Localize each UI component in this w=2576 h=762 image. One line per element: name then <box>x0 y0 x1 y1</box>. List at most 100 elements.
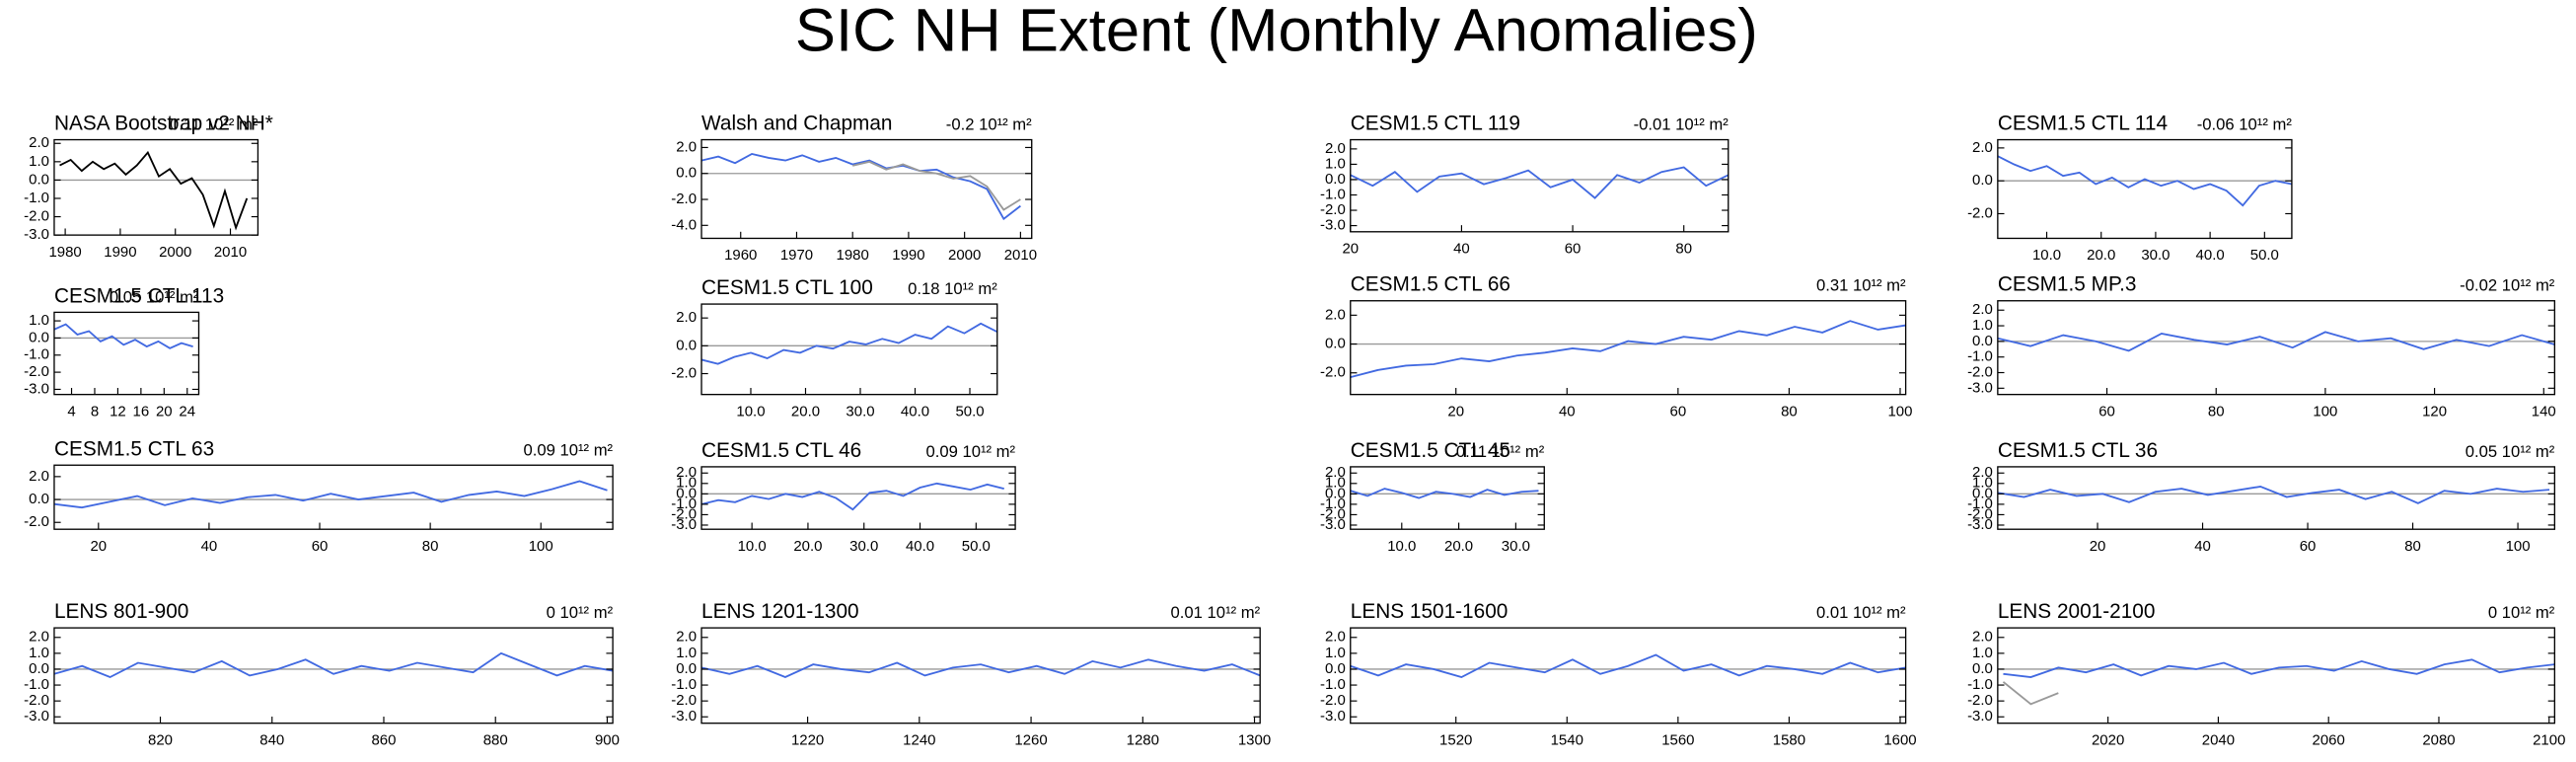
x-tick-label: 4 <box>67 403 75 419</box>
y-tick-label: 1.0 <box>1972 475 1993 492</box>
y-tick-label: -2.0 <box>24 208 49 225</box>
x-tick-label: 16 <box>133 403 150 419</box>
y-tick-label: -2.0 <box>1967 692 1993 709</box>
panel-title: CESM1.5 CTL 119 <box>1351 113 1520 135</box>
panel: CESM1.5 CTL 36 0.05 10¹² m²2.01.00.0-1.0-… <box>1967 439 2556 555</box>
series-line <box>1350 488 1539 499</box>
series-line <box>53 651 614 679</box>
x-tick-label: 40 <box>1453 240 1470 257</box>
y-tick-label: 2.0 <box>1972 464 1993 481</box>
x-tick-label: 1990 <box>104 244 136 261</box>
panel: Walsh and Chapman -0.2 10¹² m² 2.0 0.0 -2.0 -… <box>671 113 1037 265</box>
panel-title: NASA Bootstrap v2 NH* <box>54 113 273 135</box>
y-tick-label: -2.0 <box>1320 364 1346 381</box>
panel-annotation: 0 10¹² m² <box>2488 603 2555 622</box>
x-tick-label: 10.0 <box>736 403 765 419</box>
x-tick-label: 80 <box>2404 538 2421 555</box>
panel-annotation: 0.01 10¹² m² <box>1816 603 1906 622</box>
x-tick-label: 2040 <box>2202 731 2235 748</box>
y-tick-label: -2.0 <box>1967 363 1993 380</box>
plot-frame <box>1997 300 2556 396</box>
y-tick-label: -1.0 <box>1967 676 1993 693</box>
y-tick-label: -1.0 <box>24 190 49 206</box>
series-line <box>700 153 1021 221</box>
series-line <box>1350 166 1730 199</box>
x-tick-label: 2000 <box>159 244 191 261</box>
y-tick-label: -3.0 <box>24 226 49 243</box>
y-tick-label: -2.0 <box>671 505 697 522</box>
y-tick-label: 2.0 <box>1325 306 1346 323</box>
panel-annotation: 0.05 10¹² m² <box>110 287 199 306</box>
x-tick-label: 2060 <box>2313 731 2345 748</box>
y-tick-label: -3.0 <box>671 516 697 533</box>
x-tick-label: 1280 <box>1127 731 1159 748</box>
x-tick-label: 820 <box>148 731 173 748</box>
x-tick-label: 20.0 <box>1444 538 1473 555</box>
y-tick-label: 2.0 <box>1972 139 1993 156</box>
series-line <box>2002 681 2059 706</box>
panel: LENS 2001-2100 0 10¹² m² 2.01.00.0-1.0-2.0… <box>1967 600 2565 748</box>
x-tick-label: 20.0 <box>793 538 822 555</box>
y-tick-label: -2.0 <box>24 513 49 530</box>
series-line <box>53 323 193 349</box>
x-tick-label: 60 <box>1670 403 1687 419</box>
y-tick-label: -3.0 <box>1967 708 1993 724</box>
series-line <box>53 480 608 509</box>
x-tick-label: 1980 <box>48 244 81 261</box>
y-tick-label: -3.0 <box>1320 217 1346 234</box>
panel: CESM1.5 CTL 100 0.18 10¹² m² 2.0 0.0 -2.0 10.… <box>671 276 998 419</box>
y-tick-label: 1.0 <box>29 312 49 329</box>
y-tick-label: 1.0 <box>29 153 49 170</box>
x-tick-label: 1540 <box>1551 731 1583 748</box>
y-tick-label: -1.0 <box>671 495 697 512</box>
series-line <box>1997 155 2293 207</box>
y-tick-label: -2.0 <box>1967 505 1993 522</box>
panel-annotation: -0.02 10¹² m² <box>2460 276 2555 295</box>
x-tick-label: 140 <box>2532 403 2556 419</box>
y-tick-label: -2.0 <box>24 363 49 380</box>
y-tick-label: 2.0 <box>1972 629 1993 646</box>
x-tick-label: 1300 <box>1238 731 1271 748</box>
y-tick-label: 2.0 <box>676 464 697 481</box>
y-tick-label: -2.0 <box>1967 204 1993 221</box>
series-line <box>1350 320 1906 379</box>
x-tick-label: 1580 <box>1773 731 1805 748</box>
plot-frame <box>700 303 998 396</box>
panel: LENS 1201-1300 0.01 10¹² m²2.01.00.0-1.0-… <box>671 600 1271 748</box>
panel-title: CESM1.5 CTL 113 <box>54 284 224 307</box>
series-line <box>700 482 1004 511</box>
y-tick-label: 1.0 <box>1972 645 1993 661</box>
panel-annotation: 0.09 10¹² m² <box>523 440 613 459</box>
y-tick-label: 0.0 <box>1325 171 1346 188</box>
y-tick-label: 0.0 <box>29 660 49 677</box>
x-tick-label: 2010 <box>1004 247 1037 264</box>
x-tick-label: 20 <box>1447 403 1464 419</box>
x-tick-label: 2080 <box>2422 731 2455 748</box>
y-tick-label: 0.0 <box>676 165 697 182</box>
x-tick-label: 80 <box>1675 240 1692 257</box>
panel-title: CESM1.5 CTL 45 <box>1351 439 1510 462</box>
x-tick-label: 60 <box>2098 403 2115 419</box>
plot-frame <box>53 138 259 236</box>
y-tick-label: -1.0 <box>1320 676 1346 693</box>
y-tick-label: 2.0 <box>29 629 49 646</box>
plot-frame <box>1350 466 1545 530</box>
x-tick-label: 2010 <box>214 244 247 261</box>
y-tick-label: 0.0 <box>676 337 697 353</box>
x-tick-label: 2100 <box>2533 731 2565 748</box>
panel-annotation: 0.11 10¹² m² <box>1456 442 1545 461</box>
plot-frame <box>1997 466 2556 530</box>
panel-annotation: -0.06 10¹² m² <box>2197 115 2293 134</box>
y-tick-label: 0.0 <box>1972 485 1993 501</box>
series-line <box>700 658 1261 679</box>
x-tick-label: 900 <box>595 731 620 748</box>
y-tick-label: -1.0 <box>1967 495 1993 512</box>
plot-frame <box>1997 138 2293 240</box>
x-tick-label: 10.0 <box>2032 247 2061 264</box>
x-tick-label: 80 <box>422 538 439 555</box>
panel-annotation: 0.05 10¹² m² <box>2466 442 2555 461</box>
x-tick-label: 12 <box>110 403 126 419</box>
x-tick-label: 860 <box>371 731 396 748</box>
x-tick-label: 100 <box>529 538 553 555</box>
panel: CESM1.5 CTL 119 -0.01 10¹² m² 2.01.00.0-1.… <box>1320 113 1730 257</box>
